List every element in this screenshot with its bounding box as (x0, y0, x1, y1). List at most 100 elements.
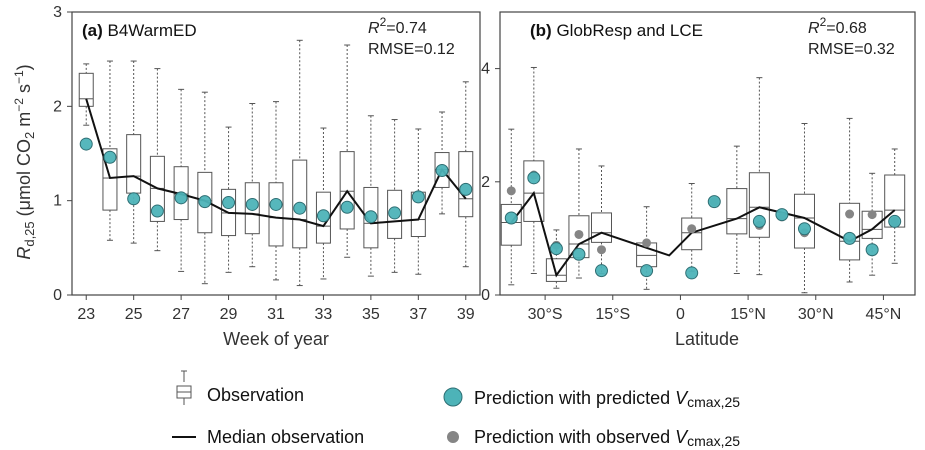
pred-observed-point (596, 245, 606, 255)
y-tick-label: 3 (53, 4, 62, 21)
pred-predicted-point (527, 171, 541, 185)
box-plot (434, 111, 450, 215)
legend-observation-label: Observation (207, 385, 304, 405)
panel-b-x-title: Latitude (675, 329, 739, 349)
box-plot (748, 77, 770, 276)
pred-predicted-point (797, 222, 811, 236)
box-plot (523, 66, 545, 274)
box-plot (545, 229, 567, 289)
box-plot (387, 119, 403, 273)
pred-predicted-point (340, 200, 354, 214)
y-tick-label: 4 (481, 61, 490, 78)
panel-a-boxes (78, 39, 474, 287)
pred-observed-point (867, 210, 877, 220)
y-tick-label: 2 (481, 174, 490, 191)
pred-predicted-point (316, 209, 330, 223)
box-plot (363, 115, 379, 277)
median-line (85, 98, 467, 228)
pred-predicted-point (127, 192, 141, 206)
panel-b-frame (499, 11, 916, 296)
legend-pred-predicted-label: Prediction with predicted Vcmax,25 (474, 388, 740, 410)
pred-predicted-point (685, 266, 699, 280)
box-plot (726, 145, 748, 274)
pred-predicted-point (198, 195, 212, 209)
box-plot (126, 60, 142, 244)
x-tick-label: 45°N (866, 306, 902, 323)
pred-predicted-point (594, 264, 608, 278)
panel-b-points (504, 170, 902, 280)
x-tick-label: 29 (220, 306, 238, 323)
box-plot (793, 123, 815, 294)
legend: Observation Median observation Predictio… (172, 370, 740, 449)
box-plot (197, 91, 213, 285)
pred-predicted-point (150, 204, 164, 218)
pred-predicted-point (752, 214, 766, 228)
pred-predicted-point (411, 190, 425, 204)
pred-predicted-point (640, 264, 654, 278)
pred-predicted-point (459, 182, 473, 196)
panel-b-title: (b) GlobResp and LCE (530, 21, 703, 40)
panel-b: 0 2 4 30°S 15°S 0 15°N 30°N 45°N (b) GlobResp an… (481, 11, 916, 349)
x-tick-label: 0 (676, 306, 685, 323)
box-plot (884, 148, 906, 264)
panel-a-x-title: Week of year (223, 329, 329, 349)
pred-predicted-point (865, 243, 879, 257)
x-tick-label: 30°S (528, 306, 563, 323)
pred-predicted-point (388, 206, 402, 220)
pred-predicted-point (843, 231, 857, 245)
x-tick-label: 25 (125, 306, 143, 323)
legend-median-label: Median observation (207, 427, 364, 447)
panel-a-r2: R2=0.74 (368, 15, 427, 37)
panel-b-r2: R2=0.68 (808, 15, 867, 37)
y-tick-label: 0 (481, 287, 490, 304)
x-tick-label: 23 (77, 306, 95, 323)
pred-predicted-point (572, 247, 586, 261)
pred-predicted-point (364, 210, 378, 224)
box-plot (149, 68, 165, 252)
pred-observed-point (642, 238, 652, 248)
pred-predicted-point (293, 201, 307, 215)
box-plot (458, 81, 474, 268)
y-tick-label: 0 (53, 287, 62, 304)
panel-b-ticks: 0 2 4 30°S 15°S 0 15°N 30°N 45°N (481, 61, 901, 323)
box-plot (173, 88, 189, 272)
box-plot (315, 127, 331, 280)
pred-predicted-point (888, 214, 902, 228)
pred-predicted-point (174, 191, 188, 205)
box-plot (839, 117, 861, 283)
y-tick-label: 1 (53, 193, 62, 210)
x-tick-label: 15°S (595, 306, 630, 323)
pred-predicted-point (707, 195, 721, 209)
pred-observed-point (845, 209, 855, 219)
box-plot (268, 101, 284, 281)
x-tick-label: 33 (315, 306, 333, 323)
pred-predicted-point (222, 196, 236, 210)
box-plot (292, 39, 308, 287)
box-plot (500, 128, 522, 286)
x-tick-label: 37 (409, 306, 427, 323)
y-tick-label: 2 (53, 98, 62, 115)
x-tick-label: 39 (457, 306, 475, 323)
pred-predicted-point (103, 150, 117, 164)
legend-pred-observed-label: Prediction with observed Vcmax,25 (474, 427, 740, 449)
legend-median: Median observation (172, 427, 364, 447)
box-plot (102, 60, 118, 241)
legend-observation: Observation (176, 370, 304, 405)
x-tick-label: 27 (172, 306, 190, 323)
pred-observed-point (574, 229, 584, 239)
box-plot (590, 165, 612, 274)
pred-observed-point (506, 186, 516, 196)
panel-a-rmse: RMSE=0.12 (368, 41, 455, 58)
legend-pred-observed: Prediction with observed Vcmax,25 (447, 427, 740, 449)
pred-predicted-point (245, 197, 259, 211)
pred-predicted-point (435, 163, 449, 177)
panel-b-rmse: RMSE=0.32 (808, 41, 895, 58)
box-plot (78, 63, 94, 126)
x-tick-label: 30°N (798, 306, 834, 323)
pred-predicted-point (549, 242, 563, 256)
y-axis-title: Rd,25 (μmol CO2 m−2 s−1) (12, 64, 37, 259)
pred-predicted-point (79, 137, 93, 151)
pred-predicted-point (775, 208, 789, 222)
